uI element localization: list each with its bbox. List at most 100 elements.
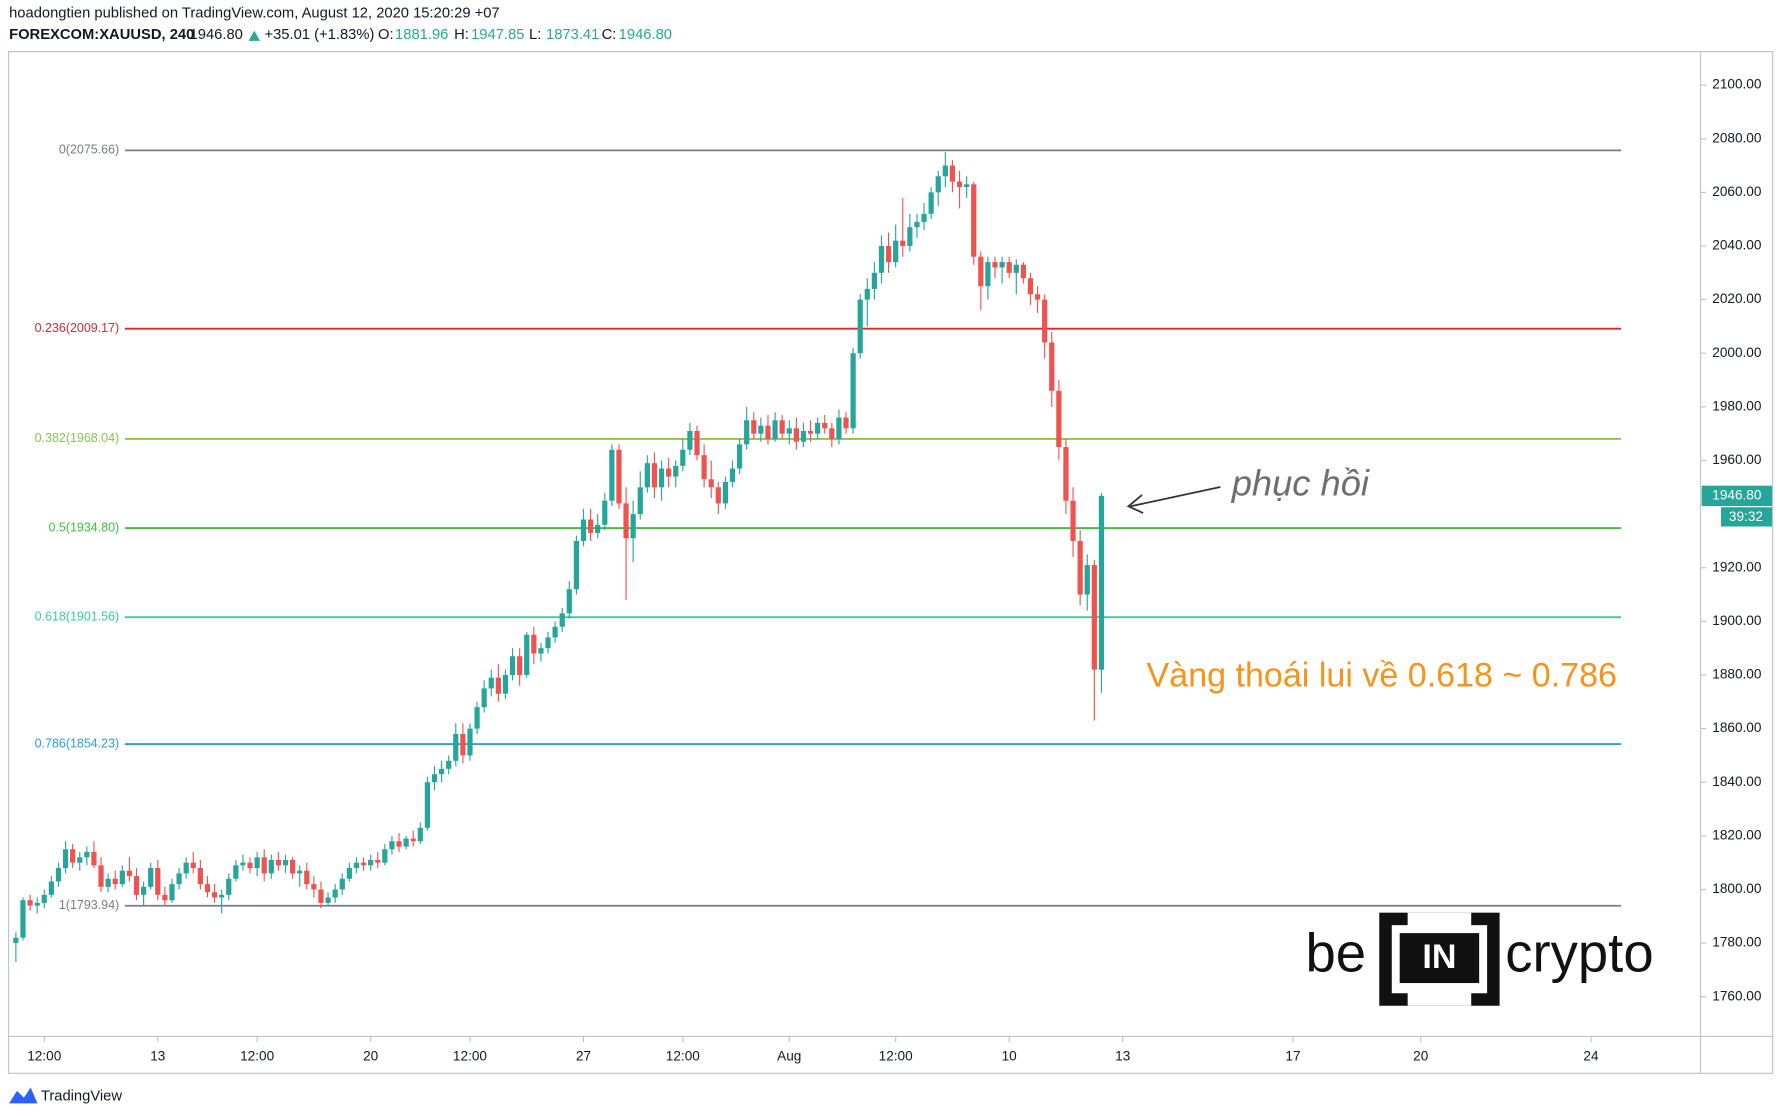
candle-body (133, 876, 140, 895)
candle-body (509, 656, 516, 675)
y-tick-label: 1920.00 (1712, 559, 1762, 574)
candle-body (98, 865, 104, 887)
y-tick-label: 1820.00 (1712, 827, 1762, 842)
candle-body (623, 503, 629, 539)
ohlc-value: 1873.41 (546, 27, 599, 43)
candle-body (282, 859, 289, 866)
candle-body (84, 851, 90, 858)
fib-label: 0.618(1901.56) (35, 609, 120, 623)
candle-body (687, 431, 693, 450)
candle-body (346, 868, 352, 879)
logo-gap (1407, 989, 1472, 1006)
candle-body (616, 449, 622, 504)
candle-body (438, 768, 445, 775)
candle-body (864, 288, 870, 300)
ohlc-value: 1946.80 (619, 27, 672, 43)
candle-body (786, 428, 792, 434)
countdown-badge (1720, 507, 1773, 527)
candle-body (1042, 299, 1048, 343)
candle-body (20, 900, 26, 938)
candle-body (871, 272, 878, 289)
annotation: phục hồi (1231, 462, 1370, 503)
candle-body (360, 862, 367, 866)
fib-label: 0.236(2009.17) (35, 321, 120, 335)
candle-body (708, 479, 714, 488)
candle-body (829, 428, 835, 440)
candle-body (325, 897, 331, 903)
x-tick-label: 17 (1285, 1048, 1300, 1063)
candle-body (914, 221, 920, 228)
candle-body (1063, 447, 1069, 501)
candle-body (978, 256, 984, 287)
x-tick-label: 27 (576, 1048, 591, 1063)
candle-body (368, 859, 374, 866)
candle-body (304, 870, 310, 885)
candle-body (765, 425, 771, 440)
candle-body (1013, 264, 1019, 273)
ohlc-label: H: (454, 27, 469, 43)
candle-body (382, 849, 388, 863)
candle-body (1077, 540, 1083, 595)
candle-body (850, 353, 856, 429)
candle-body (928, 192, 934, 214)
candle-body (396, 841, 402, 847)
fib-label: 0(2075.66) (59, 143, 119, 157)
candle-body (488, 677, 494, 689)
candle-body (992, 262, 998, 268)
candle-body (91, 851, 97, 866)
candle-body (893, 240, 899, 263)
candle-body (729, 468, 736, 482)
price-badge (1701, 485, 1773, 507)
candle-body (219, 894, 225, 898)
candle-body (247, 862, 253, 869)
candle-body (13, 937, 19, 944)
candle-body (815, 422, 821, 434)
price-badge-label: 1946.80 (1712, 487, 1762, 502)
candle-body (105, 878, 111, 887)
candle-body (1027, 278, 1034, 295)
y-tick-label: 1840.00 (1712, 774, 1762, 789)
candle-body (595, 524, 601, 533)
candle-body (573, 540, 580, 590)
candle-body (481, 688, 487, 708)
candle-body (339, 878, 345, 890)
candle-body (793, 428, 799, 442)
candle-body (602, 500, 608, 525)
candle-body (836, 417, 842, 440)
y-tick-label: 1960.00 (1712, 452, 1762, 467)
candle-body (417, 827, 423, 842)
candle-body (375, 859, 381, 863)
header-price: 1946.80 (190, 27, 243, 43)
candle-body (609, 449, 615, 501)
candle-body (921, 213, 927, 222)
candle-body (403, 838, 409, 847)
candle-body (474, 707, 480, 729)
candle-body (971, 184, 977, 257)
candle-body (460, 733, 466, 756)
fib-label: 0.786(1854.23) (35, 736, 120, 750)
candle-body (779, 420, 785, 434)
candle-body (495, 677, 501, 694)
x-tick-label: Aug (777, 1048, 801, 1063)
x-tick-label: 12:00 (240, 1048, 274, 1063)
candle-body (119, 870, 125, 885)
candle-body (62, 849, 69, 869)
header-change: +35.01 (+1.83%) (265, 27, 375, 43)
candle-body (332, 889, 338, 898)
candles (13, 152, 1105, 962)
ohlc-label: C: (602, 27, 617, 43)
candle-body (701, 455, 707, 480)
candle-body (637, 487, 643, 515)
x-tick-label: 13 (1115, 1048, 1130, 1063)
arrow (1130, 486, 1221, 508)
candle-body (517, 656, 523, 675)
candle-body (204, 884, 211, 893)
candle-body (956, 181, 963, 188)
candle-body (673, 465, 679, 477)
candle-body (985, 262, 991, 287)
logo-be: be (1305, 922, 1366, 983)
y-tick-label: 1760.00 (1712, 988, 1762, 1003)
arrow-head (1126, 494, 1144, 514)
candle-body (55, 868, 62, 882)
x-tick-label: 12:00 (27, 1048, 61, 1063)
